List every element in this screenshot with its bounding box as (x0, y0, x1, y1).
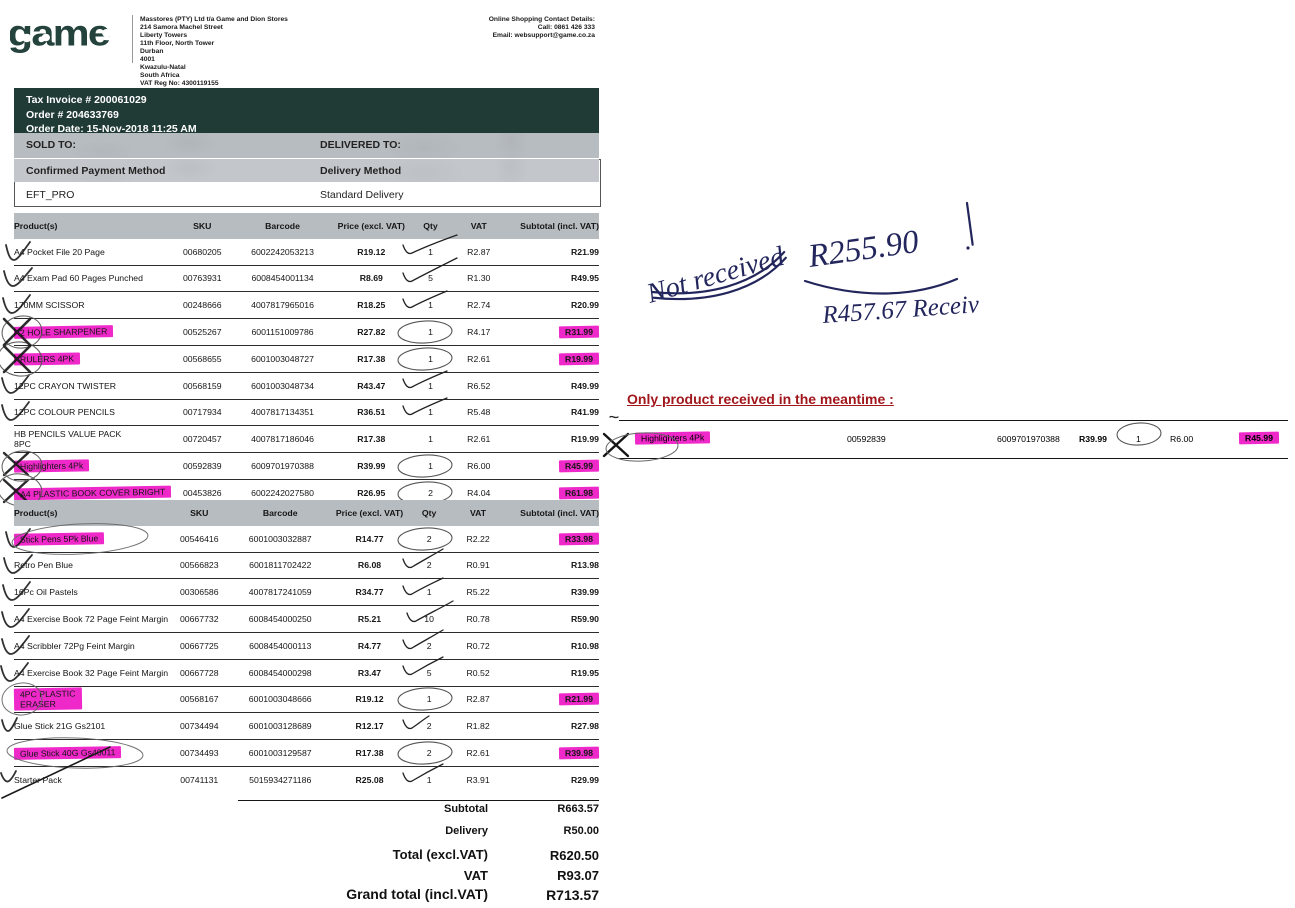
svg-text:R457.67 Receiv: R457.67 Receiv (821, 291, 981, 325)
svg-text:game: game (10, 15, 110, 54)
svg-text:R255.90: R255.90 (805, 224, 921, 275)
